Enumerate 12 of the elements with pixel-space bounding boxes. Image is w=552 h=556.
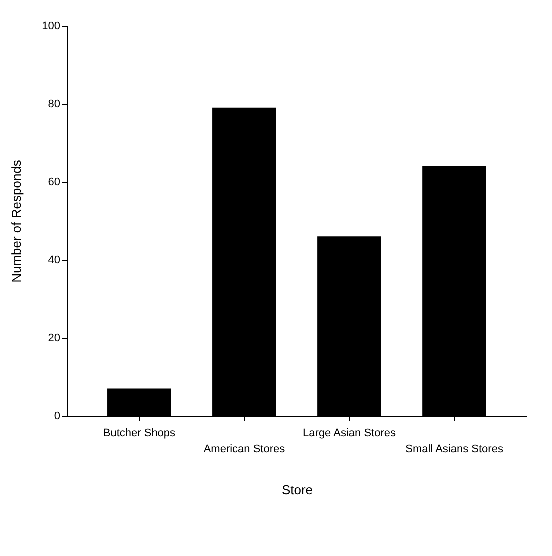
y-tick-label: 20: [48, 332, 60, 344]
x-tick-label: Large Asian Stores: [303, 428, 396, 440]
y-tick-label: 80: [48, 98, 60, 110]
y-tick-label: 0: [54, 410, 60, 422]
y-tick-label: 40: [48, 254, 60, 266]
y-tick-label: 100: [42, 20, 60, 32]
y-axis-title: Number of Responds: [9, 160, 24, 283]
x-tick-label: American Stores: [204, 444, 286, 456]
x-axis-title: Store: [282, 482, 314, 498]
x-tick-label: Butcher Shops: [103, 428, 176, 440]
x-tick-label: Small Asians Stores: [406, 444, 504, 456]
y-tick-label: 60: [48, 176, 60, 188]
